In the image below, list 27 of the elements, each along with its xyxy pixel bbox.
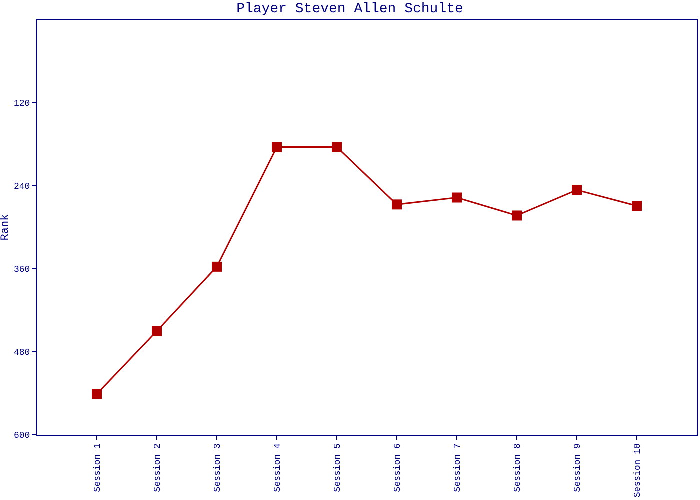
x-tick-label: Session 6 [392, 444, 403, 492]
point [512, 210, 522, 221]
x-tick-label: Session 5 [332, 444, 343, 492]
y-tick-label: 600 [14, 431, 30, 442]
x-tick-label: Session 7 [452, 444, 463, 492]
point [332, 142, 342, 152]
chart-title: Player Steven Allen Schulte [236, 1, 464, 18]
y-tick-label: 120 [14, 99, 30, 110]
x-tick-label: Session 2 [152, 444, 163, 492]
x-tick-label: Session 3 [212, 444, 223, 492]
point [392, 200, 402, 210]
point [92, 389, 102, 400]
x-tick-label: Session 9 [572, 444, 583, 492]
point [632, 201, 642, 212]
x-tick-label: Session 4 [272, 444, 283, 492]
y-tick-label: 240 [14, 182, 30, 192]
point [272, 142, 282, 152]
point [212, 262, 222, 272]
y-tick-label: 480 [14, 348, 30, 358]
x-tick-label: Session 10 [632, 444, 643, 498]
x-tick-label: Session 1 [92, 444, 103, 492]
point [452, 192, 462, 203]
x-tick-label: Session 8 [512, 444, 523, 492]
y-tick-label: 360 [14, 265, 30, 276]
y-axis-title: Rank [0, 214, 12, 241]
point [152, 326, 162, 336]
point [572, 185, 582, 196]
